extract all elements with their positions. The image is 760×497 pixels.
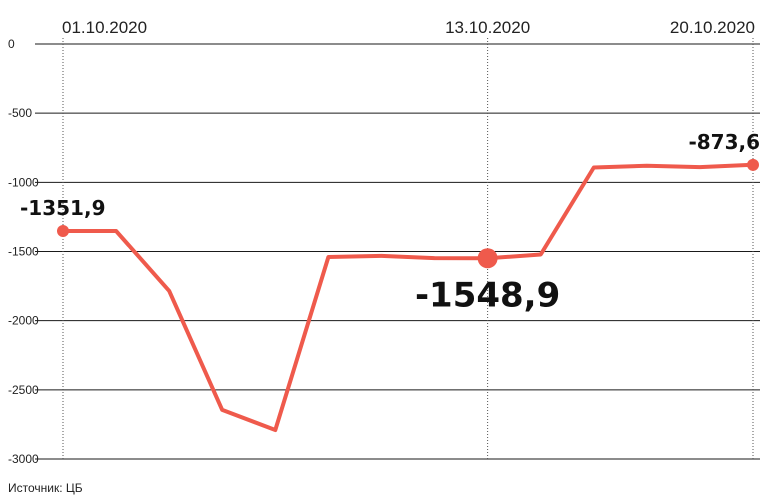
y-tick-label: -2000 [8,314,39,328]
highlight-point [747,158,759,171]
x-date-label: 01.10.2020 [62,18,147,37]
y-tick-label: -1000 [8,175,39,189]
value-labels: -1351,9 -1548,9 -873,6 [20,130,760,315]
highlight-points [57,158,759,269]
y-tick-label: -2500 [8,383,39,397]
series-polyline [61,162,755,432]
source-note: Источник: ЦБ [8,481,83,495]
y-tick-label: 0 [8,37,15,51]
y-axis-ticks: 0 -500 -1000 -1500 -2000 -2500 -3000 [8,37,39,466]
value-label: -873,6 [688,130,760,154]
value-label: -1548,9 [415,275,560,315]
date-guides: 01.10.2020 13.10.2020 20.10.2020 [62,18,755,459]
x-date-label: 13.10.2020 [445,18,530,37]
highlight-point [57,225,69,238]
y-tick-label: -500 [8,106,32,120]
y-tick-label: -1500 [8,245,39,259]
series-line [61,162,755,432]
value-label: -1351,9 [20,196,105,220]
x-date-label: 20.10.2020 [670,18,755,37]
y-tick-label: -3000 [8,452,39,466]
highlight-point [477,248,498,269]
gridlines [35,43,760,460]
